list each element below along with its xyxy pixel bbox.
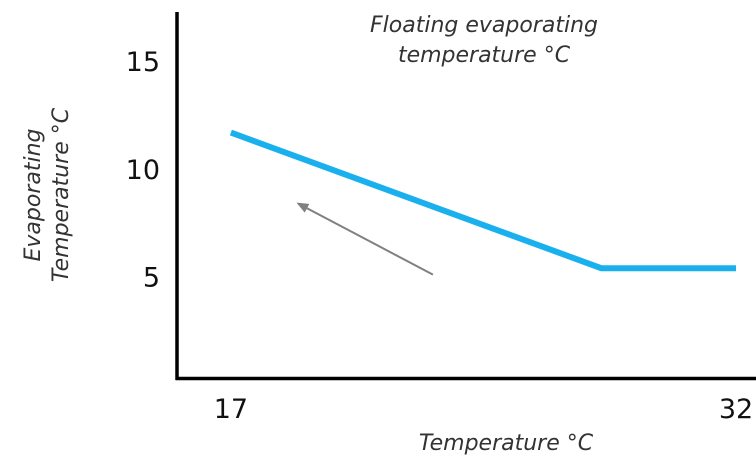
direction-arrow — [296, 202, 434, 276]
x-axis-label: Temperature °C — [419, 431, 594, 456]
y-tick-label-5: 5 — [143, 262, 160, 293]
y-axis-label-line-1: Evaporating — [21, 128, 46, 261]
series-line-evaporating-temperature — [229, 129, 736, 272]
x-tick-label-17: 17 — [214, 394, 248, 425]
x-tick-label-32: 32 — [719, 394, 753, 425]
chart-title-line-1: Floating evaporating — [370, 13, 598, 38]
y-axis-label-line-2: Temperature °C — [49, 107, 74, 282]
y-tick-label-10: 10 — [126, 155, 160, 186]
chart-title-line-2: temperature °C — [398, 43, 571, 68]
y-tick-label-15: 15 — [126, 47, 160, 78]
